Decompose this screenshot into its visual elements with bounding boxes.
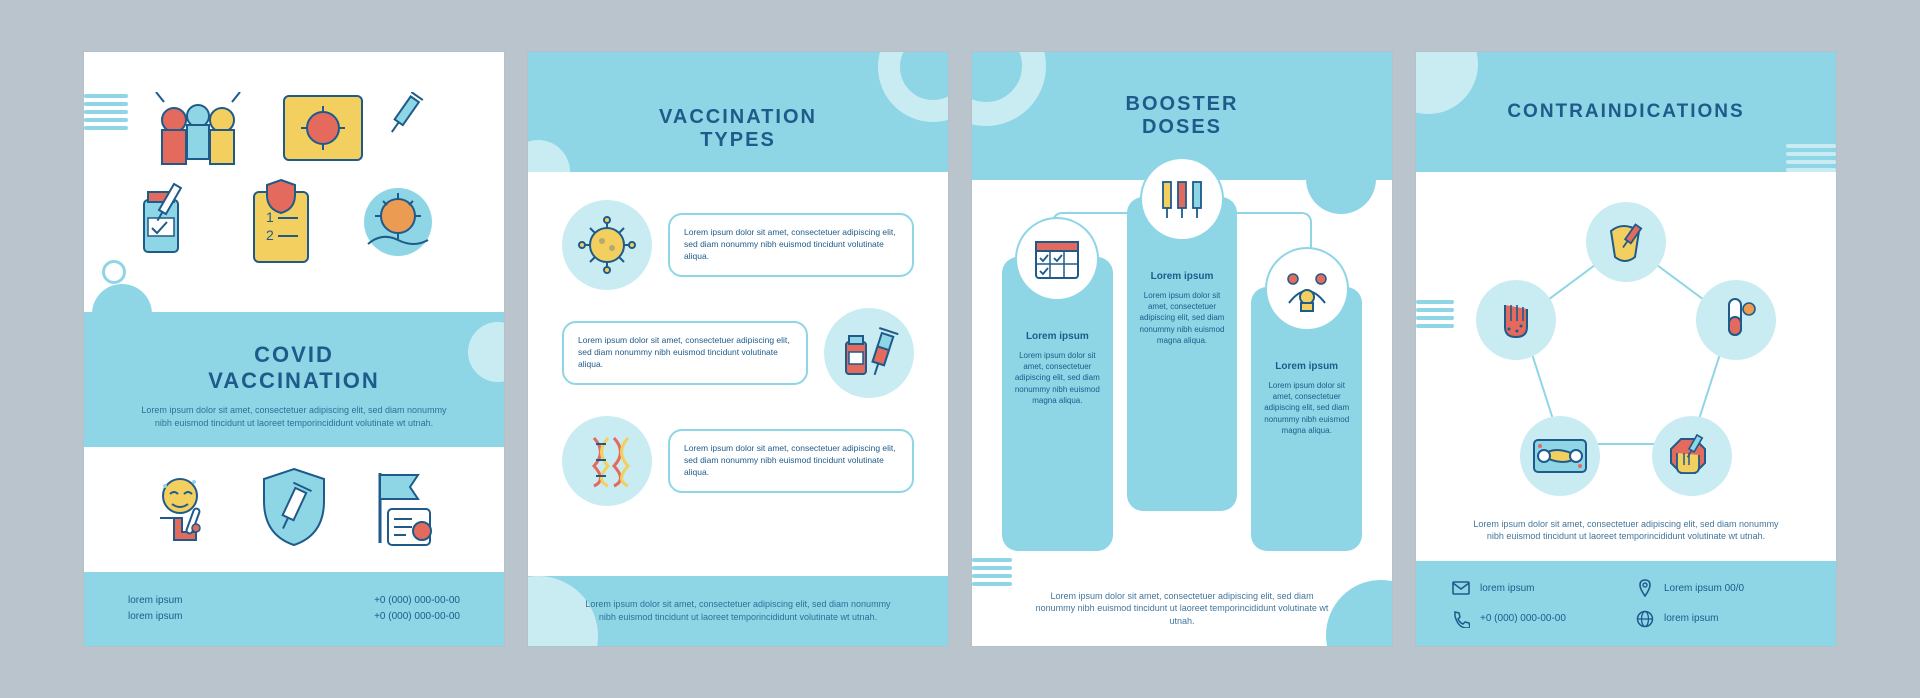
panel-footer: lorem ipsum lorem ipsum +0 (000) 000-00-… — [84, 572, 504, 646]
contacts-footer: lorem ipsum Lorem ipsum 00/0 +0 (000) 00… — [1416, 561, 1836, 646]
arm-injection-icon — [1586, 202, 1666, 282]
panel-header: VACCINATION TYPES — [528, 52, 948, 172]
dna-icon — [562, 416, 652, 506]
deco-circle — [92, 284, 152, 344]
booster-card: Lorem ipsum Lorem ipsum dolor sit amet, … — [1251, 287, 1362, 551]
calendar-icon — [1017, 219, 1097, 299]
contact-web: lorem ipsum — [1636, 606, 1800, 633]
test-tube-icon — [1696, 280, 1776, 360]
panel-title: BOOSTER DOSES — [1126, 93, 1239, 139]
panel-covid-vaccination: 1 2 COVID VACCINATION Lorem ipsum — [84, 52, 504, 646]
mail-icon — [1452, 579, 1470, 597]
bottle-syringe-icon — [824, 308, 914, 398]
footer-left: lorem ipsum lorem ipsum — [128, 593, 182, 625]
footer-right: +0 (000) 000-00-00 +0 (000) 000-00-00 — [374, 593, 460, 625]
card-body: Lorem ipsum dolor sit amet, consectetuer… — [1014, 350, 1101, 406]
card-body: Lorem ipsum dolor sit amet, consectetuer… — [1139, 290, 1226, 346]
panel-body: Lorem ipsum dolor sit amet, consectetuer… — [1466, 518, 1786, 543]
cards-row: Lorem ipsum Lorem ipsum dolor sit amet, … — [1002, 197, 1362, 551]
footer-text: Lorem ipsum dolor sit amet, consectetuer… — [528, 598, 948, 623]
top-icon-group: 1 2 — [134, 92, 454, 272]
panel-contraindications: CONTRAINDICATIONS — [1416, 52, 1836, 646]
bone-icon — [1520, 416, 1600, 496]
web-icon — [1636, 610, 1654, 628]
contact-mail: lorem ipsum — [1452, 575, 1616, 602]
hand-rash-icon — [1476, 280, 1556, 360]
type-row: Lorem ipsum dolor sit amet, consectetuer… — [562, 308, 914, 398]
shield-syringe-icon — [254, 465, 334, 555]
person-virus-icon — [1267, 249, 1347, 329]
booster-card: Lorem ipsum Lorem ipsum dolor sit amet, … — [1127, 197, 1238, 511]
card-title: Lorem ipsum — [1014, 331, 1101, 342]
svg-text:1: 1 — [266, 209, 274, 225]
panel-vaccination-types: VACCINATION TYPES Lorem ipsum dolor sit … — [528, 52, 948, 646]
flag-virus-icon — [366, 465, 446, 555]
brochure-canvas: 1 2 COVID VACCINATION Lorem ipsum — [0, 0, 1920, 698]
sick-person-icon — [142, 470, 222, 550]
deco-lines — [1416, 300, 1454, 328]
ring-content: Lorem ipsum dolor sit amet, consectetuer… — [1416, 172, 1836, 561]
panel-footer: Lorem ipsum dolor sit amet, consectetuer… — [972, 571, 1392, 646]
deco-lines — [972, 558, 1012, 586]
panel-body: Lorem ipsum dolor sit amet, consectetuer… — [84, 394, 504, 429]
deco-circle — [102, 260, 126, 284]
virus-icon — [562, 200, 652, 290]
type-text: Lorem ipsum dolor sit amet, consectetuer… — [562, 321, 808, 385]
booster-card: Lorem ipsum Lorem ipsum dolor sit amet, … — [1002, 257, 1113, 551]
type-row: Lorem ipsum dolor sit amet, consectetuer… — [562, 200, 914, 290]
panel-title: VACCINATION TYPES — [659, 106, 817, 152]
rows-container: Lorem ipsum dolor sit amet, consectetuer… — [528, 172, 948, 576]
syringes-row-icon — [1142, 159, 1222, 239]
panel-footer: Lorem ipsum dolor sit amet, consectetuer… — [528, 576, 948, 646]
deco-circle — [972, 52, 1046, 126]
bottom-icon-row — [84, 447, 504, 572]
stop-syringe-icon — [1652, 416, 1732, 496]
type-text: Lorem ipsum dolor sit amet, consectetuer… — [668, 213, 914, 277]
panel-header: CONTRAINDICATIONS — [1416, 52, 1836, 172]
card-body: Lorem ipsum dolor sit amet, consectetuer… — [1263, 380, 1350, 436]
phone-icon — [1452, 610, 1470, 628]
card-title: Lorem ipsum — [1263, 361, 1350, 372]
contact-phone: +0 (000) 000-00-00 — [1452, 606, 1616, 633]
footer-text: Lorem ipsum dolor sit amet, consectetuer… — [972, 590, 1392, 628]
panel-booster-doses: BOOSTER DOSES Lorem ipsum Lorem — [972, 52, 1392, 646]
type-text: Lorem ipsum dolor sit amet, consectetuer… — [668, 429, 914, 493]
deco-lines — [84, 94, 128, 130]
pin-icon — [1636, 579, 1654, 597]
contact-location: Lorem ipsum 00/0 — [1636, 575, 1800, 602]
icon-ring — [1486, 212, 1766, 492]
card-title: Lorem ipsum — [1139, 271, 1226, 282]
panel-title: CONTRAINDICATIONS — [1507, 101, 1744, 123]
svg-text:2: 2 — [266, 227, 274, 243]
type-row: Lorem ipsum dolor sit amet, consectetuer… — [562, 416, 914, 506]
